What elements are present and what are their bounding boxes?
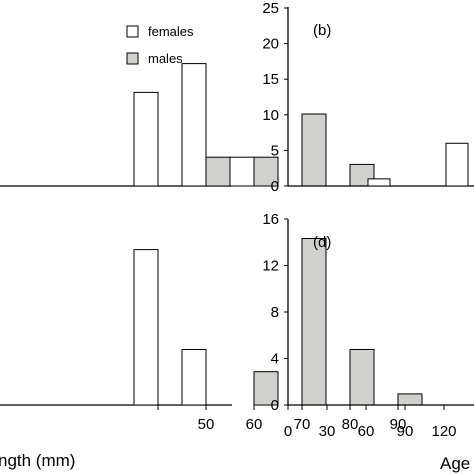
panel-a-bar-females-40: [133, 91, 159, 187]
panel-b-y-tick-label: 20: [262, 36, 279, 53]
panel-c-bar-females-40: [133, 249, 159, 406]
panel-a-bar-females-50: [181, 63, 207, 187]
panel-b-bar-60: [367, 178, 391, 187]
panel-d-x-tick-label: 30: [319, 423, 336, 440]
panel-b-y-tick-label: 25: [262, 0, 279, 17]
panel-d-x-tick-label: 60: [358, 423, 375, 440]
legend-swatch-males: [126, 52, 139, 65]
panel-c: 50 60 70 80 90 ngth (mm): [0, 238, 423, 470]
panel-d-y-tick-label: 0: [271, 397, 279, 414]
panel-d: 0 4 8 12 16 0 30 60 90 120 (d) Age: [262, 211, 474, 473]
panel-d-x-axis-title: Age: [440, 454, 470, 473]
panel-d-y-tick-label: 12: [262, 258, 279, 275]
panel-b-label: (b): [313, 22, 331, 39]
panel-a-bar-males-50: [205, 156, 231, 187]
panel-c-x-tick-label: 80: [342, 416, 359, 433]
panel-b: 0 5 10 15 20 25 (b): [262, 0, 474, 195]
panel-c-bar-males-80: [349, 349, 375, 406]
panel-c-x-tick-label: 90: [390, 416, 407, 433]
panel-b-y-tick-label: 10: [262, 107, 279, 124]
panel-b-y-tick-label: 0: [271, 178, 279, 195]
panel-c-bar-females-50: [181, 349, 207, 406]
panel-b-bar-120: [445, 142, 469, 187]
panel-c-x-tick-label: 60: [246, 416, 263, 433]
legend-label-males: males: [148, 51, 183, 66]
panel-c-bar-males-90: [397, 393, 423, 406]
panel-d-y-tick-label: 8: [271, 304, 279, 321]
legend-swatch-females: [126, 25, 139, 38]
panel-d-x-tick-label: 0: [284, 423, 292, 440]
panel-c-x-axis-title: ngth (mm): [0, 451, 75, 470]
panel-a-bar-females-60: [229, 156, 255, 187]
panel-b-y-tick-label: 15: [262, 71, 279, 88]
panel-a: females males: [0, 24, 375, 187]
panel-c-bar-males-60: [253, 371, 279, 406]
legend-label-females: females: [148, 24, 194, 39]
panel-d-y-tick-label: 16: [262, 211, 279, 228]
panel-d-x-tick-label: 120: [431, 423, 456, 440]
panel-d-y-tick-label: 4: [271, 351, 279, 368]
panel-a-bar-males-70: [301, 113, 327, 187]
panel-b-y-tick-label: 5: [271, 142, 279, 159]
panel-c-x-tick-label: 70: [294, 416, 311, 433]
panel-c-bar-males-70: [301, 238, 327, 406]
panel-a-bar-males-60: [253, 156, 279, 187]
panel-d-label: (d): [313, 234, 331, 251]
panel-d-x-tick-label: 90: [397, 423, 414, 440]
panel-c-x-tick-label: 50: [198, 416, 215, 433]
legend: females males: [126, 24, 194, 66]
